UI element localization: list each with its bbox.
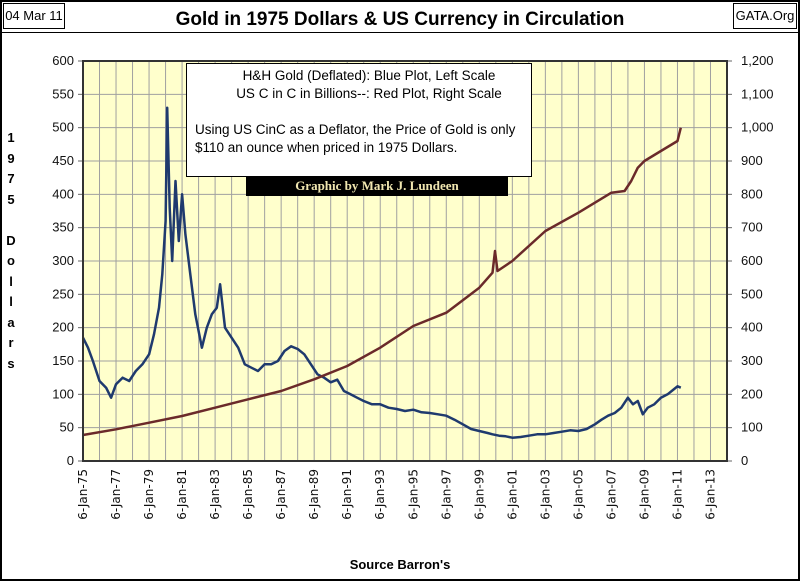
y-axis-label-char: D	[6, 232, 16, 248]
y2-tick-label: 400	[741, 320, 763, 335]
y-axis-label-char: s	[7, 355, 15, 371]
y-tick-label: 600	[52, 53, 74, 68]
y2-tick-label: 600	[741, 253, 763, 268]
date-label: 04 Mar 11	[3, 3, 65, 29]
plot-border	[82, 60, 728, 462]
x-tick-label: 6-Jan-01	[505, 469, 519, 520]
legend-box: H&H Gold (Deflated): Blue Plot, Left Sca…	[186, 63, 532, 177]
x-tick-label: 6-Jan-05	[571, 469, 585, 520]
y-axis-label-char: o	[7, 253, 15, 268]
x-axis-label: Source Barron's	[349, 557, 451, 572]
x-tick-label: 6-Jan-81	[175, 469, 189, 520]
y-tick-label: 150	[52, 353, 74, 368]
y-axis-label-char: 9	[7, 150, 15, 166]
y-axis-label-char: 5	[7, 191, 15, 207]
y-axis-label-char: a	[7, 314, 15, 330]
y2-tick-label: 100	[741, 420, 763, 435]
x-tick-label: 6-Jan-07	[604, 469, 618, 520]
x-tick-label: 6-Jan-91	[340, 469, 354, 520]
x-tick-label: 6-Jan-95	[406, 469, 420, 520]
x-tick-label: 6-Jan-13	[703, 469, 717, 520]
x-tick-label: 6-Jan-89	[307, 469, 321, 520]
legend-currency: US C in C in Billions--: Red Plot, Right…	[236, 86, 502, 101]
y-tick-label: 250	[52, 286, 74, 301]
x-tick-label: 6-Jan-09	[637, 469, 651, 520]
y2-tick-label: 800	[741, 186, 763, 201]
x-tick-label: 6-Jan-11	[670, 469, 684, 520]
y2-tick-label: 300	[741, 353, 763, 368]
x-tick-label: 6-Jan-75	[76, 469, 90, 520]
x-tick-label: 6-Jan-83	[208, 469, 222, 520]
y-axis-label-char: 7	[7, 171, 15, 186]
header-divider	[0, 32, 800, 33]
currency-series-line	[82, 127, 683, 437]
x-tick-label: 6-Jan-93	[373, 469, 387, 520]
y2-tick-label: 200	[741, 386, 763, 401]
x-tick-label: 6-Jan-97	[439, 469, 453, 520]
chart-title: Gold in 1975 Dollars & US Currency in Ci…	[175, 9, 625, 30]
y-tick-label: 550	[52, 86, 74, 101]
y-axis-label-char: l	[9, 294, 13, 309]
y-axis-label-char: l	[9, 273, 13, 289]
y-tick-label: 100	[52, 386, 74, 401]
y-tick-label: 450	[52, 153, 74, 168]
site-label: GATA.Org	[733, 3, 797, 29]
credit-banner: Graphic by Mark J. Lundeen	[246, 176, 508, 196]
y2-tick-label: 500	[741, 286, 763, 301]
y-tick-label: 350	[52, 220, 74, 235]
y-axis-label-char: r	[8, 335, 14, 350]
y2-tick-label: 900	[741, 153, 763, 168]
y2-tick-label: 700	[741, 220, 763, 235]
legend-gold: H&H Gold (Deflated): Blue Plot, Left Sca…	[242, 68, 496, 83]
y-tick-label: 200	[52, 320, 74, 335]
x-tick-label: 6-Jan-77	[109, 469, 123, 520]
annotation-line-1: Using US CinC as a Deflator, the Price o…	[195, 122, 516, 137]
annotation-line-2: $110 an ounce when priced in 1975 Dollar…	[195, 140, 458, 155]
y2-tick-label: 1,000	[741, 120, 774, 135]
y-tick-label: 400	[52, 186, 74, 201]
x-tick-label: 6-Jan-87	[274, 469, 288, 520]
y-tick-label: 500	[52, 120, 74, 135]
y2-tick-label: 1,200	[741, 53, 774, 68]
y-tick-label: 300	[52, 253, 74, 268]
y-axis-label-char: 1	[7, 130, 15, 145]
y2-tick-label: 0	[741, 453, 748, 468]
gold-series-line	[81, 106, 682, 439]
x-tick-label: 6-Jan-85	[241, 469, 255, 520]
x-tick-label: 6-Jan-03	[538, 469, 552, 520]
x-tick-label: 6-Jan-79	[142, 469, 156, 520]
y2-tick-label: 1,100	[741, 86, 774, 101]
y-tick-label: 0	[67, 453, 74, 468]
x-tick-label: 6-Jan-99	[472, 469, 486, 520]
y-tick-label: 50	[60, 420, 74, 435]
